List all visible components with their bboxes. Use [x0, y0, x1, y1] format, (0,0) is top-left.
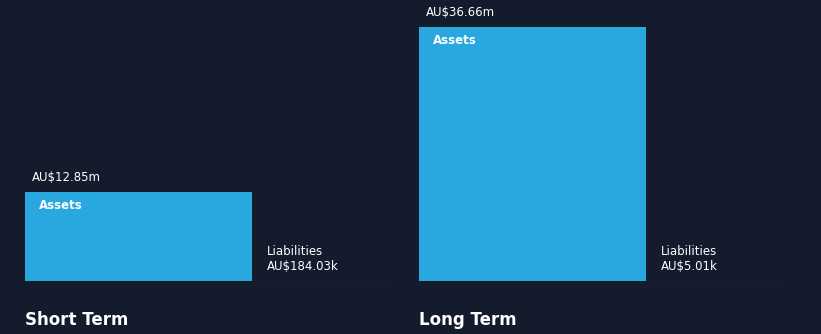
- Text: AU$5.01k: AU$5.01k: [661, 260, 718, 273]
- Text: AU$12.85m: AU$12.85m: [32, 171, 101, 184]
- Text: Long Term: Long Term: [419, 311, 516, 329]
- Text: Liabilities: Liabilities: [661, 245, 717, 258]
- Text: AU$36.66m: AU$36.66m: [426, 6, 495, 19]
- Text: AU$184.03k: AU$184.03k: [267, 260, 338, 273]
- Text: Assets: Assets: [39, 199, 83, 212]
- Bar: [419, 27, 646, 281]
- Text: Assets: Assets: [433, 34, 477, 47]
- Text: Liabilities: Liabilities: [267, 245, 323, 258]
- Text: Short Term: Short Term: [25, 311, 128, 329]
- Bar: [25, 192, 252, 281]
